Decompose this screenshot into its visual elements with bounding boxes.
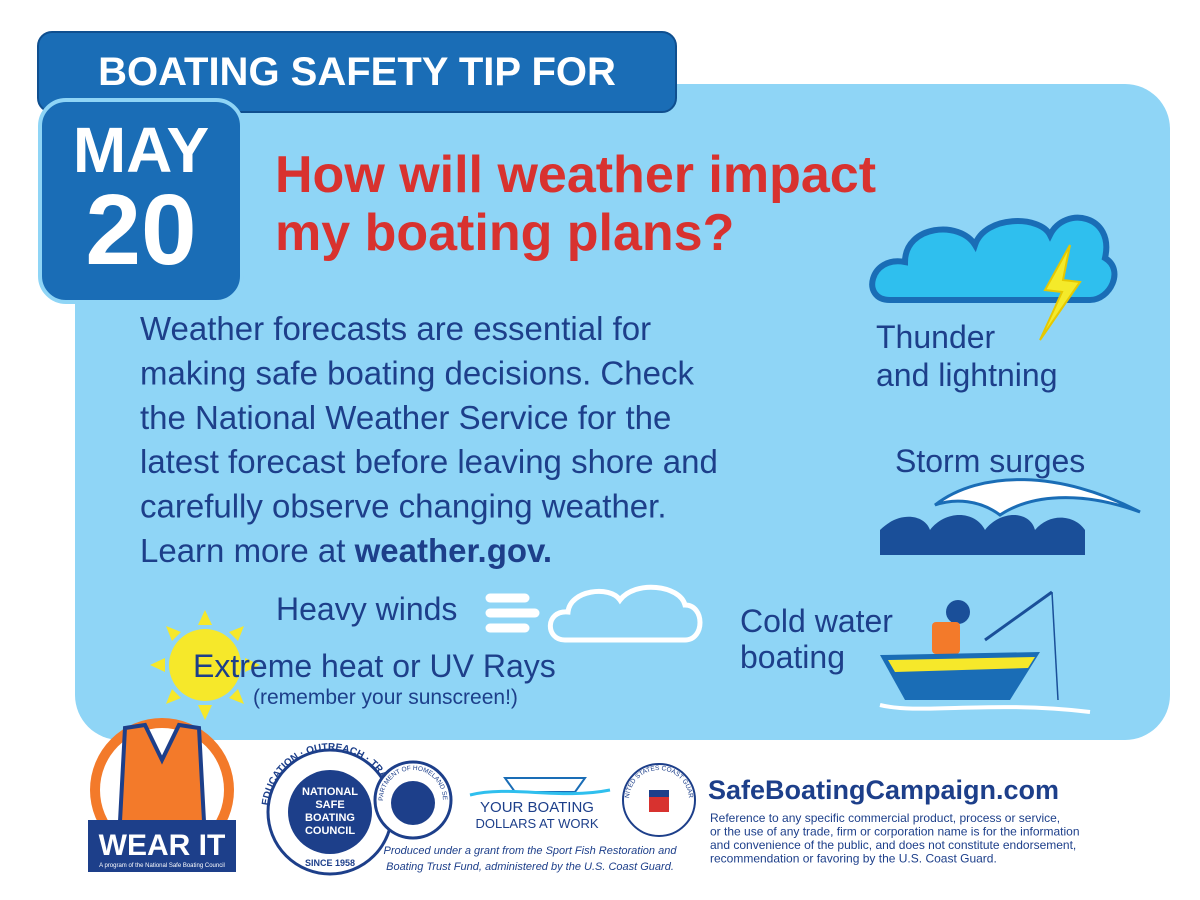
main-panel: [75, 84, 1170, 740]
disclaimer: Reference to any specific commercial pro…: [710, 811, 1080, 866]
body-text: the National Weather Service for the: [140, 399, 671, 436]
cloud-icon: [547, 584, 703, 643]
dollars-text: YOUR BOATING: [480, 799, 594, 816]
dollars-text: DOLLARS AT WORK: [475, 816, 598, 831]
body-text: Weather forecasts are essential for: [140, 310, 651, 347]
disclaimer-line: and convenience of the public, and does …: [710, 838, 1076, 852]
headline: How will weather impact: [275, 146, 876, 204]
grant-text: Produced under a grant from the Sport Fi…: [384, 845, 678, 857]
boat-icon: [879, 590, 1091, 714]
disclaimer-line: Reference to any specific commercial pro…: [710, 811, 1060, 825]
headline: my boating plans?: [275, 204, 734, 262]
disclaimer-line: recommendation or favoring by the U.S. C…: [710, 852, 997, 866]
grant-text: Boating Trust Fund, administered by the …: [386, 861, 674, 873]
body-text: Weather forecasts are essential for makin…: [140, 310, 718, 525]
day: 20: [85, 174, 196, 286]
hazard-label: and lightning: [876, 357, 1057, 393]
hazard-label: Extreme heat or UV Rays: [193, 648, 556, 684]
wear-it-text: WEAR IT: [99, 829, 226, 862]
sun-icon: [150, 610, 260, 720]
body-text: latest forecast before leaving shore and: [140, 443, 718, 480]
nsbc-text: BOATING: [305, 812, 355, 824]
wave-icon: [880, 478, 1141, 555]
wind-icon: [485, 593, 540, 633]
banner: [37, 31, 677, 113]
wear-it-note: A program of the National Safe Boating C…: [99, 863, 225, 869]
disclaimer-line: or the use of any trade, firm or corpora…: [710, 825, 1080, 839]
nsbc-since: SINCE 1958: [305, 858, 355, 868]
link[interactable]: weather.gov.: [354, 532, 552, 569]
nsbc-text: SAFE: [315, 799, 344, 811]
hazard-label: Heavy winds: [276, 591, 457, 627]
body-text: making safe boating decisions. Check: [140, 354, 694, 391]
hazard-label: Storm surges: [895, 443, 1085, 479]
body-text: carefully observe changing weather.: [140, 488, 667, 525]
hazard-label: boating: [740, 639, 845, 675]
nsbc-text: COUNCIL: [305, 825, 355, 837]
wear-it-logo: WEAR IT A program of the National Safe B…: [88, 718, 236, 872]
storm-cloud-icon: [869, 214, 1118, 341]
hazard-label: Cold water: [740, 603, 893, 639]
nsbc-logo: EDUCATION · OUTREACH · TRAINING NATIONAL…: [260, 742, 400, 876]
month: MAY: [73, 114, 209, 186]
nsbc-text: NATIONAL: [302, 786, 358, 798]
date-box: [38, 98, 244, 304]
body-text: Learn more at: [140, 532, 355, 569]
body-text: Learn more at weather.gov.: [140, 532, 552, 569]
banner-text: BOATING SAFETY TIP FOR: [98, 50, 616, 94]
boating-dollars-logo: YOUR BOATING DOLLARS AT WORK: [469, 777, 611, 831]
hazard-label: Thunder: [876, 319, 996, 355]
hazard-note: (remember your sunscreen!): [253, 686, 518, 709]
website[interactable]: SafeBoatingCampaign.com: [708, 775, 1059, 805]
